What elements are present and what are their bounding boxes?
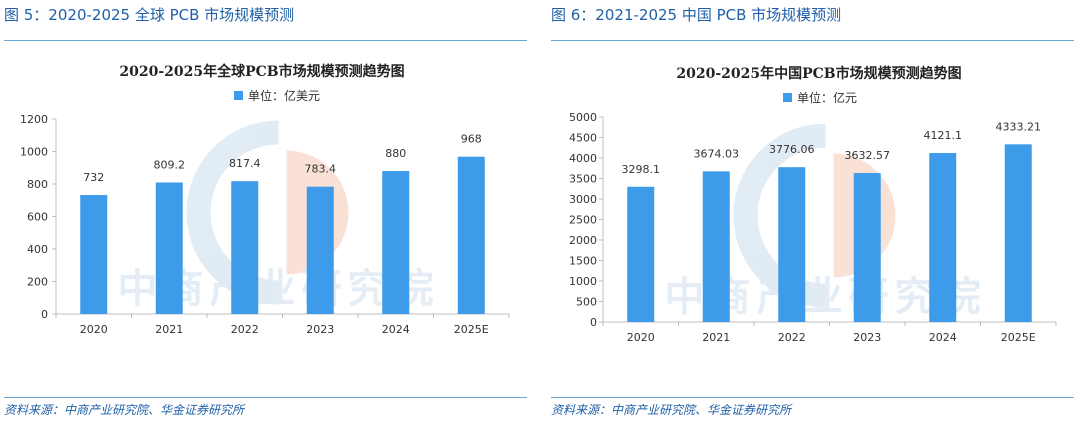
x-tick-label: 2025E — [1001, 331, 1036, 344]
legend-swatch — [783, 93, 792, 102]
y-tick-label: 1000 — [569, 275, 597, 288]
chart-title: 2020-2025年全球PCB市场规模预测趋势图 — [119, 63, 404, 80]
bar-2020 — [80, 195, 108, 314]
legend-label: 单位：亿元 — [797, 90, 857, 105]
y-tick-label: 2500 — [569, 214, 597, 227]
x-tick-label: 2021 — [702, 331, 730, 344]
bar-2022 — [778, 167, 806, 322]
x-tick-label: 2025E — [454, 323, 489, 336]
bar-2025E — [457, 156, 485, 314]
data-label: 809.2 — [154, 159, 186, 172]
y-tick-label: 1500 — [569, 255, 597, 268]
data-label: 3674.03 — [694, 147, 740, 160]
y-tick-label: 1200 — [20, 113, 48, 126]
x-tick-label: 2022 — [778, 331, 806, 344]
y-tick-label: 800 — [27, 178, 48, 191]
x-tick-label: 2023 — [853, 331, 881, 344]
x-tick-label: 2023 — [306, 323, 334, 336]
y-tick-label: 500 — [576, 296, 597, 309]
source-divider — [551, 397, 1074, 398]
bar-2023 — [306, 186, 334, 314]
y-tick-label: 5000 — [569, 111, 597, 124]
data-label: 817.4 — [229, 157, 261, 170]
x-tick-label: 2024 — [929, 331, 957, 344]
x-tick-label: 2020 — [627, 331, 655, 344]
x-tick-label: 2024 — [382, 323, 410, 336]
y-tick-label: 200 — [27, 276, 48, 289]
y-tick-label: 3500 — [569, 173, 597, 186]
y-tick-label: 4000 — [569, 152, 597, 165]
caption-divider — [551, 40, 1074, 41]
data-label: 880 — [385, 147, 406, 160]
source-note: 资料来源：中商产业研究院、华金证券研究所 — [4, 403, 245, 417]
watermark-ring-icon — [186, 120, 279, 305]
y-tick-label: 400 — [27, 243, 48, 256]
global-pcb-bar-chart: 中商产业研究院2020-2025年全球PCB市场规模预测趋势图单位：亿美元020… — [20, 63, 510, 336]
y-tick-label: 3000 — [569, 193, 597, 206]
figure-panel-global: 图 5：2020-2025 全球 PCB 市场规模预测 中商产业研究院 2020-… — [4, 0, 531, 423]
chart-title: 2020-2025年中国PCB市场规模预测趋势图 — [676, 65, 961, 82]
x-tick-label: 2021 — [155, 323, 183, 336]
y-tick-label: 1000 — [20, 146, 48, 159]
watermark-ring-icon — [733, 123, 826, 308]
y-tick-label: 2000 — [569, 234, 597, 247]
data-label: 732 — [83, 171, 104, 184]
china-pcb-bar-chart: 中商产业研究院2020-2025年中国PCB市场规模预测趋势图单位：亿元0500… — [569, 65, 1057, 344]
x-tick-label: 2022 — [231, 323, 259, 336]
bar-2021 — [702, 171, 730, 322]
source-note: 资料来源：中商产业研究院、华金证券研究所 — [551, 403, 792, 417]
bar-2024 — [382, 171, 410, 314]
data-label: 3632.57 — [845, 149, 891, 162]
legend-label: 单位：亿美元 — [248, 88, 320, 103]
data-label: 4121.1 — [924, 129, 963, 142]
figure-caption: 图 6：2021-2025 中国 PCB 市场规模预测 — [551, 6, 842, 24]
bar-2024 — [929, 153, 957, 322]
data-label: 783.4 — [305, 163, 337, 176]
bar-2022 — [231, 181, 259, 314]
figure-panel-china: 图 6：2021-2025 中国 PCB 市场规模预测 中商产业研究院 2020-… — [551, 0, 1078, 423]
data-label: 3776.06 — [769, 143, 815, 156]
y-tick-label: 600 — [27, 211, 48, 224]
figure-caption: 图 5：2020-2025 全球 PCB 市场规模预测 — [4, 6, 295, 24]
bar-2023 — [853, 173, 881, 322]
data-label: 4333.21 — [996, 120, 1042, 133]
y-tick-label: 0 — [41, 308, 48, 321]
caption-divider — [4, 40, 527, 41]
source-divider — [4, 397, 527, 398]
y-tick-label: 4500 — [569, 132, 597, 145]
bar-2021 — [155, 182, 183, 314]
legend-swatch — [234, 91, 243, 100]
bar-2025E — [1004, 144, 1032, 322]
y-tick-label: 0 — [590, 316, 597, 329]
x-tick-label: 2020 — [80, 323, 108, 336]
data-label: 968 — [461, 133, 482, 146]
bar-2020 — [627, 186, 655, 322]
data-label: 3298.1 — [622, 163, 661, 176]
